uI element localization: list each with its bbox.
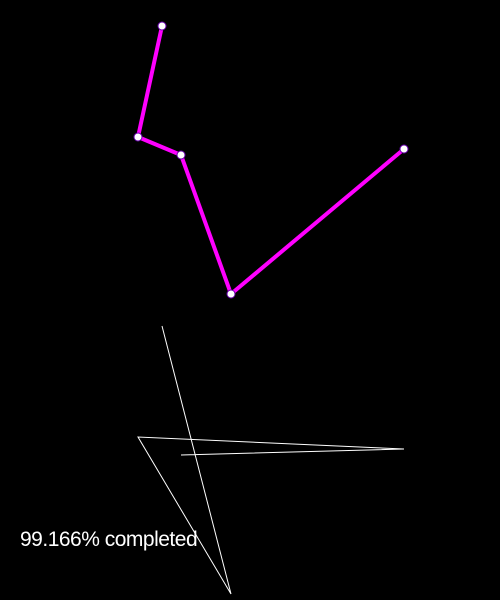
target-outline [137, 325, 405, 595]
vertex-handle-4[interactable] [226, 289, 236, 299]
vertex-handle-5[interactable] [399, 144, 409, 154]
vertex-handle-3[interactable] [176, 150, 186, 160]
completion-status: 99.166% completed [20, 528, 198, 551]
vertex-handle-2[interactable] [133, 132, 143, 142]
draggable-polyline[interactable] [133, 21, 409, 299]
vertex-handle-1[interactable] [157, 21, 167, 31]
magenta-polyline-path [136, 24, 406, 296]
